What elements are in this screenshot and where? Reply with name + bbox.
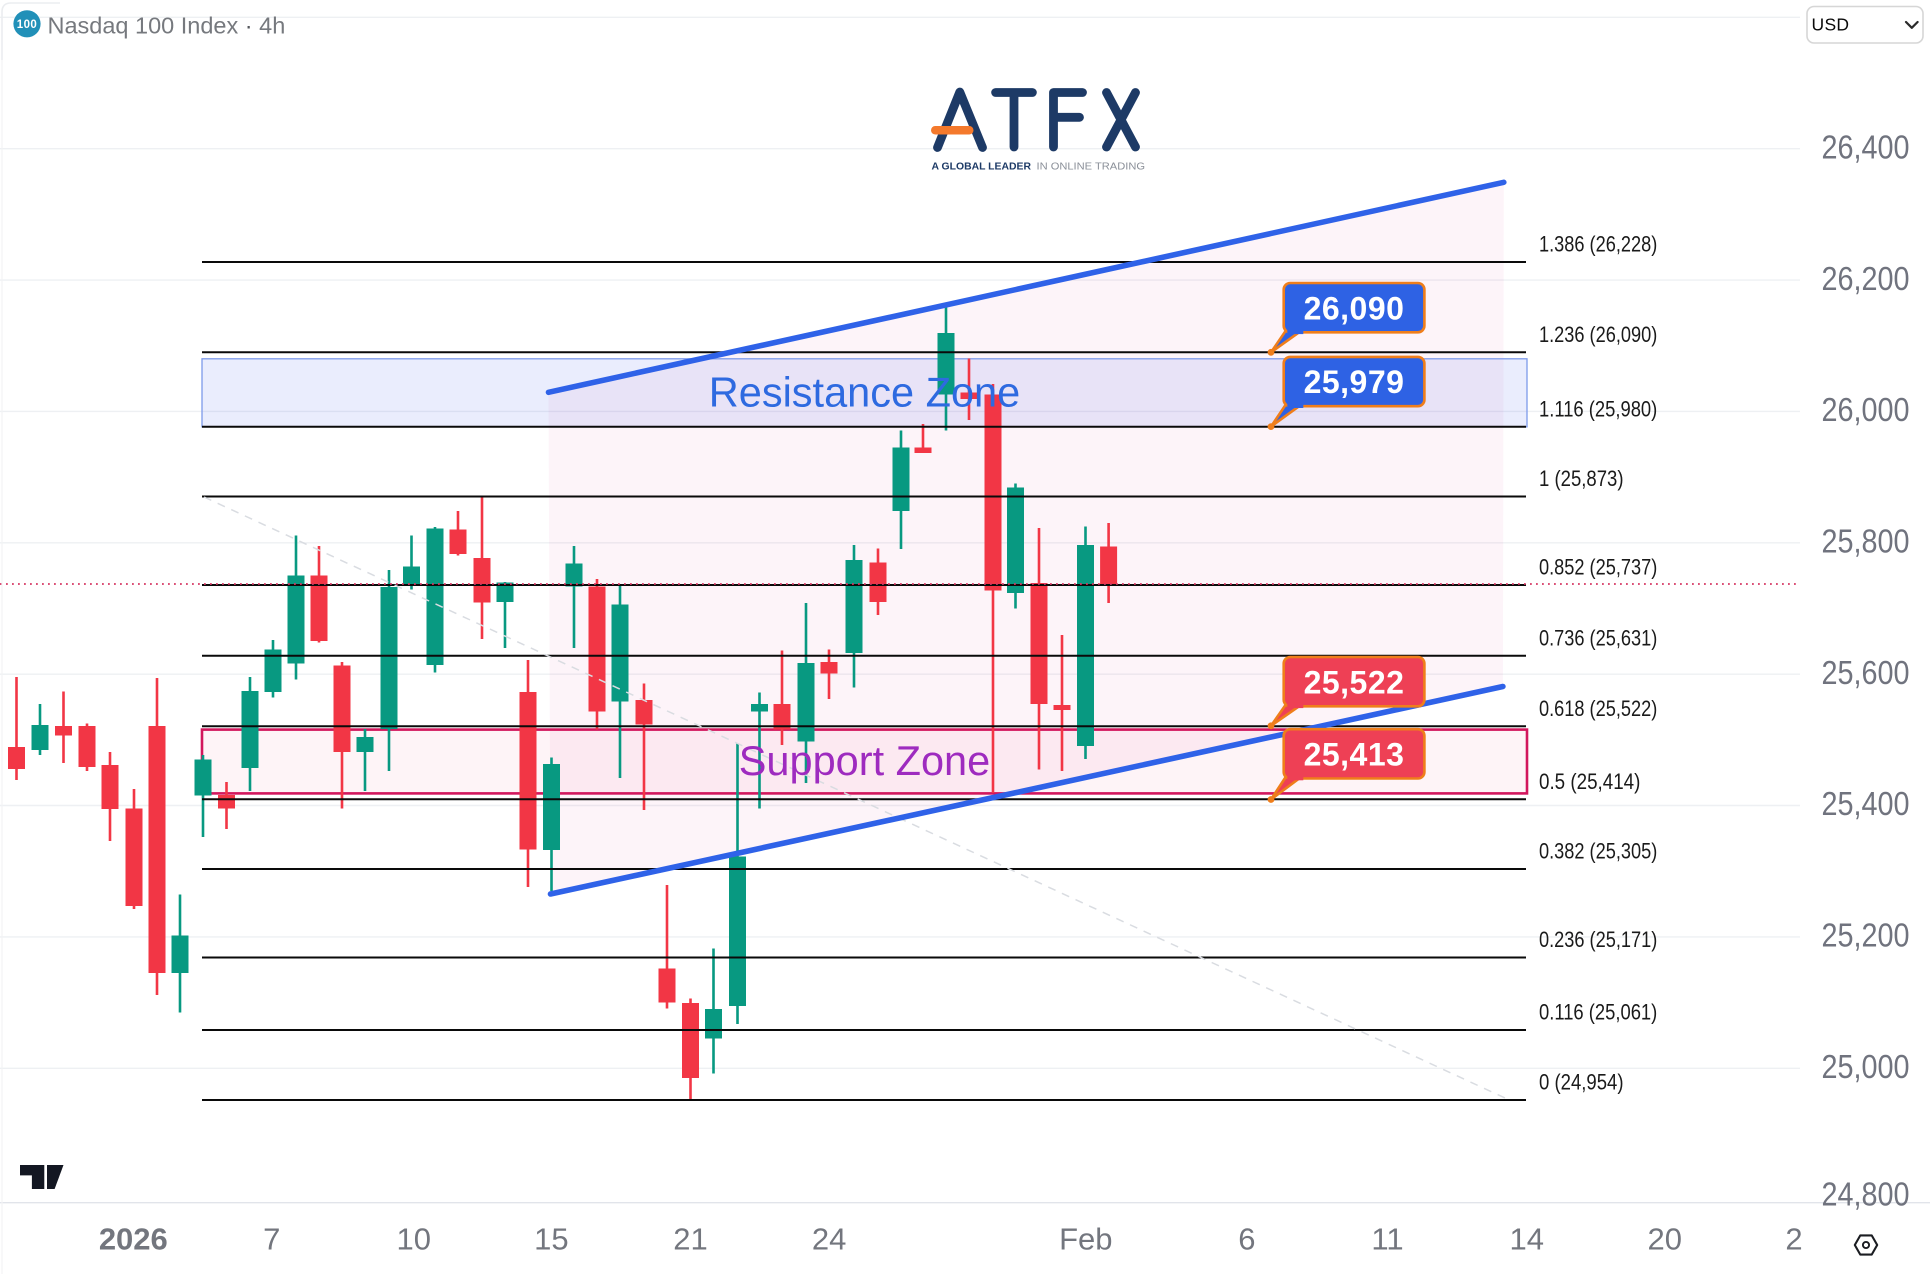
svg-text:26,000: 26,000 <box>1822 391 1910 428</box>
svg-text:25,600: 25,600 <box>1822 654 1910 691</box>
svg-text:24: 24 <box>812 1222 846 1257</box>
svg-text:Feb: Feb <box>1059 1222 1112 1257</box>
svg-text:25,800: 25,800 <box>1822 523 1910 560</box>
svg-text:26,090: 26,090 <box>1304 290 1405 326</box>
svg-text:100: 100 <box>17 19 37 31</box>
svg-text:25,000: 25,000 <box>1822 1048 1910 1085</box>
svg-text:25,979: 25,979 <box>1304 364 1405 400</box>
svg-text:USD: USD <box>1812 15 1850 35</box>
svg-text:10: 10 <box>396 1222 430 1257</box>
svg-text:2026: 2026 <box>99 1222 168 1257</box>
svg-text:Support Zone: Support Zone <box>739 737 990 784</box>
svg-text:0.618 (25,522): 0.618 (25,522) <box>1539 696 1657 721</box>
svg-text:7: 7 <box>263 1222 280 1257</box>
svg-text:0.736 (25,631): 0.736 (25,631) <box>1539 625 1657 650</box>
svg-text:21: 21 <box>673 1222 707 1257</box>
svg-text:1.386 (26,228): 1.386 (26,228) <box>1539 232 1657 257</box>
svg-text:2: 2 <box>1785 1222 1802 1257</box>
svg-text:0.116 (25,061): 0.116 (25,061) <box>1539 1000 1657 1025</box>
svg-text:0.236 (25,171): 0.236 (25,171) <box>1539 927 1657 952</box>
svg-text:26,400: 26,400 <box>1822 128 1910 165</box>
svg-text:25,522: 25,522 <box>1304 664 1405 700</box>
svg-text:25,400: 25,400 <box>1822 785 1910 822</box>
svg-text:0.5 (25,414): 0.5 (25,414) <box>1539 769 1640 794</box>
svg-text:1 (25,873): 1 (25,873) <box>1539 466 1624 491</box>
svg-text:26,200: 26,200 <box>1822 260 1910 297</box>
svg-text:25,413: 25,413 <box>1304 737 1405 773</box>
svg-text:1.236 (26,090): 1.236 (26,090) <box>1539 322 1657 347</box>
svg-text:IN ONLINE TRADING: IN ONLINE TRADING <box>1037 161 1146 172</box>
svg-text:Nasdaq 100 Index · 4h: Nasdaq 100 Index · 4h <box>48 13 286 39</box>
svg-text:0 (24,954): 0 (24,954) <box>1539 1070 1624 1095</box>
svg-text:20: 20 <box>1647 1222 1681 1257</box>
svg-text:15: 15 <box>534 1222 568 1257</box>
svg-text:6: 6 <box>1238 1222 1255 1257</box>
svg-text:1.116 (25,980): 1.116 (25,980) <box>1539 396 1657 421</box>
svg-text:Resistance Zone: Resistance Zone <box>709 369 1020 416</box>
svg-text:14: 14 <box>1510 1222 1544 1257</box>
svg-text:25,200: 25,200 <box>1822 917 1910 954</box>
svg-text:A GLOBAL LEADER: A GLOBAL LEADER <box>932 161 1032 172</box>
svg-text:11: 11 <box>1371 1222 1403 1257</box>
svg-text:24,800: 24,800 <box>1822 1176 1910 1213</box>
svg-text:0.382 (25,305): 0.382 (25,305) <box>1539 839 1657 864</box>
svg-text:0.852 (25,737): 0.852 (25,737) <box>1539 555 1657 580</box>
